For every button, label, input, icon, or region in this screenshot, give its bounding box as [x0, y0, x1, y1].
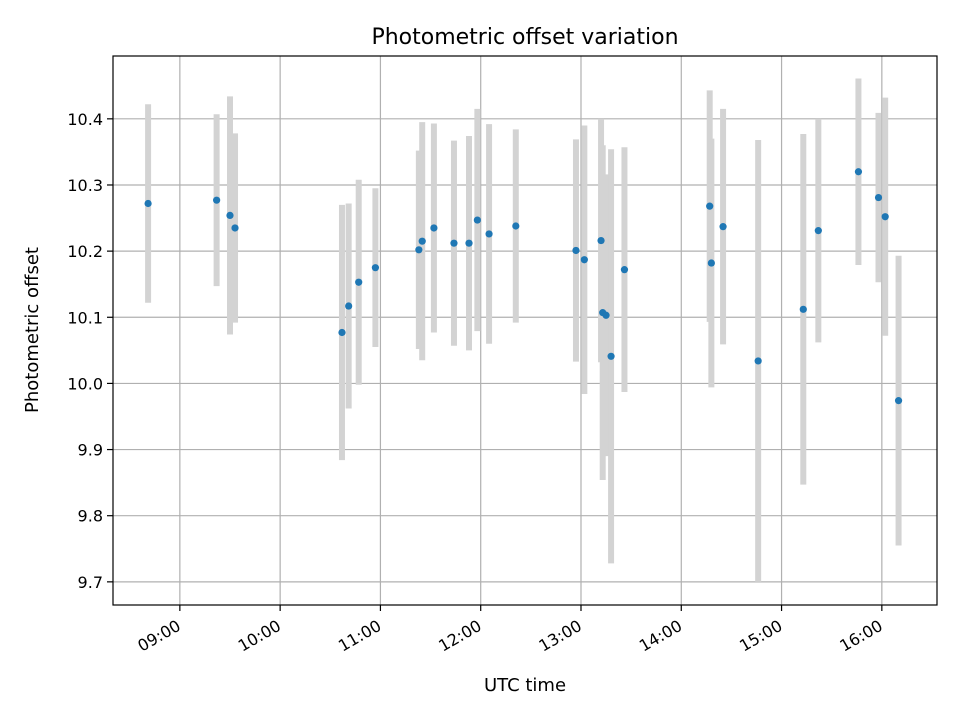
y-tick-label: 10.1 — [67, 308, 103, 327]
data-point — [881, 213, 889, 221]
grid-lines — [113, 56, 937, 605]
y-tick-label: 9.8 — [78, 507, 103, 526]
error-bars — [145, 78, 902, 582]
data-point — [213, 196, 221, 204]
y-tick-label: 10.3 — [67, 176, 103, 195]
y-tick-label: 9.9 — [78, 441, 103, 460]
data-point — [754, 357, 762, 365]
data-point — [719, 223, 727, 231]
data-point — [706, 202, 714, 210]
x-tick-label: 16:00 — [836, 616, 885, 656]
data-point — [854, 168, 863, 176]
data-point — [512, 222, 520, 230]
data-points — [144, 168, 903, 405]
data-point — [580, 256, 588, 264]
x-tick-label: 10:00 — [235, 616, 284, 656]
data-point — [450, 239, 458, 247]
data-point — [430, 224, 438, 232]
data-point — [874, 193, 883, 202]
y-tick-label: 9.7 — [78, 573, 103, 592]
data-point — [597, 236, 605, 245]
data-point — [485, 230, 493, 238]
data-point — [620, 266, 629, 274]
x-tick-label: 13:00 — [536, 616, 585, 656]
data-point — [572, 246, 580, 255]
x-axis-label: UTC time — [484, 675, 566, 696]
data-point — [894, 397, 903, 405]
data-point — [707, 259, 715, 267]
data-point — [814, 227, 822, 235]
data-point — [415, 246, 423, 254]
data-point — [607, 352, 615, 360]
x-tick-label: 09:00 — [134, 616, 183, 656]
y-axis-ticks: 9.7 9.8 9.9 10.0 10.1 10.2 10.3 10.4 — [67, 110, 113, 592]
y-axis-label: Photometric offset — [22, 247, 43, 413]
x-tick-label: 11:00 — [335, 616, 384, 656]
x-axis-ticks: 09:00 10:00 11:00 12:00 13:00 14:00 15:00 16:00 — [134, 605, 886, 656]
data-point — [345, 302, 353, 310]
y-tick-label: 10.4 — [67, 110, 103, 129]
chart-title: Photometric offset variation — [371, 25, 678, 50]
data-point — [473, 216, 481, 224]
data-point — [338, 328, 346, 337]
data-point — [355, 278, 363, 286]
plot-frame — [112, 55, 938, 606]
data-point — [371, 264, 380, 272]
y-tick-label: 10.0 — [67, 374, 103, 393]
data-point — [799, 305, 807, 313]
x-tick-label: 15:00 — [736, 616, 785, 656]
data-point — [465, 239, 473, 247]
data-point — [231, 224, 239, 232]
data-point — [418, 237, 426, 245]
data-point — [226, 211, 234, 220]
x-tick-label: 12:00 — [435, 616, 484, 656]
data-point — [144, 199, 152, 208]
data-point — [602, 311, 610, 319]
y-tick-label: 10.2 — [67, 242, 103, 261]
x-tick-label: 14:00 — [636, 616, 685, 656]
